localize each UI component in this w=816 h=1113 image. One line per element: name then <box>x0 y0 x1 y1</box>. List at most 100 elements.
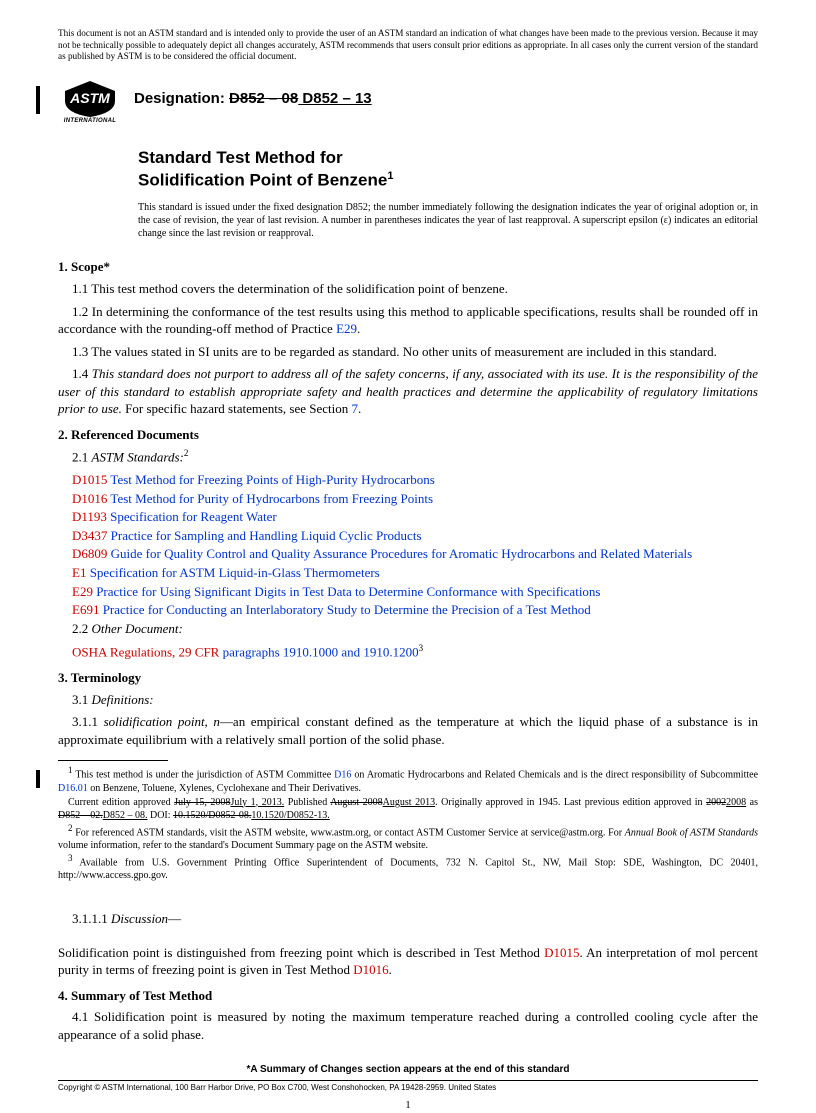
para-1-2: 1.2 In determining the conformance of th… <box>58 303 758 338</box>
other-doc-list: OSHA Regulations, 29 CFR paragraphs 1910… <box>72 642 758 661</box>
ref-d1015-title[interactable]: Test Method for Freezing Points of High-… <box>107 472 434 487</box>
link-d1015b[interactable]: D1015 <box>544 945 579 960</box>
fn2-i: Annual Book of ASTM Standards <box>625 827 758 838</box>
para-2-2-a: 2.2 <box>72 621 92 636</box>
fn1-d: Current edition approved <box>68 797 174 808</box>
ref-e1-title[interactable]: Specification for ASTM Liquid-in-Glass T… <box>86 565 379 580</box>
para-4-1: 4.1 Solidification point is measured by … <box>58 1008 758 1043</box>
fn1-g: as <box>746 797 758 808</box>
ref-e691-code[interactable]: E691 <box>72 602 99 617</box>
para-3-1-1-1-i: Discussion <box>111 911 168 926</box>
ref-d1016-code[interactable]: D1016 <box>72 491 107 506</box>
ref-d6809-code[interactable]: D6809 <box>72 546 107 561</box>
section-4-head: 4. Summary of Test Method <box>58 987 758 1005</box>
title-line2-text: Solidification Point of Benzene <box>138 170 387 189</box>
summary-changes-note: *A Summary of Changes section appears at… <box>58 1063 758 1077</box>
para-1-4-b: For specific hazard statements, see Sect… <box>122 401 352 416</box>
ref-e691-title[interactable]: Practice for Conducting an Interlaborato… <box>99 602 590 617</box>
link-d16-01[interactable]: D16.01 <box>58 783 88 794</box>
para-2-1: 2.1 ASTM Standards:2 <box>58 447 758 466</box>
ref-e1-code[interactable]: E1 <box>72 565 86 580</box>
para-1-4-a: 1.4 <box>72 366 92 381</box>
para-1-2-a: 1.2 In determining the conformance of th… <box>58 304 758 337</box>
para-3-1: 3.1 Definitions: <box>58 691 758 709</box>
section-1-head: 1. Scope* <box>58 258 758 276</box>
para-3-1-1-a: 3.1.1 <box>72 714 104 729</box>
para-1-2-b: . <box>357 321 360 336</box>
title-line1: Standard Test Method for <box>138 147 758 169</box>
svg-text:ASTM: ASTM <box>69 90 110 106</box>
para-2-1-sup: 2 <box>184 448 189 458</box>
para-1-4: 1.4 This standard does not purport to ad… <box>58 365 758 418</box>
footnote-1-cont: Current edition approved July 15, 2008Ju… <box>58 796 758 822</box>
para-2-2-i: Other Document: <box>92 621 183 636</box>
footnote-3: 3 Available from U.S. Government Printin… <box>58 853 758 882</box>
para-3-1-1-i: solidification point, n <box>104 714 220 729</box>
section-2-head: 2. Referenced Documents <box>58 426 758 444</box>
ref-d1015-code[interactable]: D1015 <box>72 472 107 487</box>
astm-logo-icon: ASTM <box>60 79 120 119</box>
footnote-rule <box>58 760 168 761</box>
ref-d1016-title[interactable]: Test Method for Purity of Hydrocarbons f… <box>107 491 433 506</box>
copyright-rule <box>58 1080 758 1081</box>
fn1-s4: D852 – 02. <box>58 810 103 821</box>
logo-international-text: INTERNATIONAL <box>58 117 122 125</box>
footnote-1: 1 This test method is under the jurisdic… <box>58 765 758 794</box>
para-1-3: 1.3 The values stated in SI units are to… <box>58 343 758 361</box>
osha-reg-b[interactable]: paragraphs 1910.1000 and 1910.1200 <box>219 644 418 659</box>
fn1-s3: 2002 <box>706 797 726 808</box>
designation-label: Designation: <box>134 90 229 107</box>
para-3-1-1-1: 3.1.1.1 Discussion— <box>58 910 758 928</box>
fn1-u2: August 2013 <box>383 797 435 808</box>
change-bar-2 <box>36 770 40 788</box>
fn1-a: This test method is under the jurisdicti… <box>73 770 335 781</box>
link-d1016b[interactable]: D1016 <box>353 962 388 977</box>
header-row: ASTM INTERNATIONAL Designation: D852 – 0… <box>58 79 758 125</box>
ref-d1193-code[interactable]: D1193 <box>72 509 107 524</box>
footnote-2: 2 For referenced ASTM standards, visit t… <box>58 823 758 852</box>
para-3-1-a: 3.1 <box>72 692 92 707</box>
fn1-u5: 10.1520/D0852-13. <box>251 810 329 821</box>
ref-d1193-title[interactable]: Specification for Reagent Water <box>107 509 277 524</box>
ref-d3437-title[interactable]: Practice for Sampling and Handling Liqui… <box>107 528 421 543</box>
title-block: Standard Test Method for Solidification … <box>138 147 758 192</box>
change-bar-1 <box>36 86 40 114</box>
link-e29[interactable]: E29 <box>336 321 357 336</box>
page-number: 1 <box>58 1098 758 1113</box>
discussion-para: Solidification point is distinguished fr… <box>58 944 758 979</box>
link-d16[interactable]: D16 <box>334 770 351 781</box>
ref-e29-code[interactable]: E29 <box>72 584 93 599</box>
section-3-head: 3. Terminology <box>58 669 758 687</box>
fn1-u4: D852 – 08. <box>103 810 148 821</box>
designation-new: D852 – 13 <box>298 90 371 107</box>
fn1-c: on Benzene, Toluene, Xylenes, Cyclohexan… <box>88 783 361 794</box>
fn1-s5: 10.1520/D0852-08. <box>173 810 251 821</box>
designation-old: D852 – 08 <box>229 90 298 107</box>
disc-a: Solidification point is distinguished fr… <box>58 945 544 960</box>
para-3-1-i: Definitions: <box>92 692 154 707</box>
ref-e29-title[interactable]: Practice for Using Significant Digits in… <box>93 584 601 599</box>
para-3-1-1-1-b: — <box>168 911 181 926</box>
footnotes-block: 1 This test method is under the jurisdic… <box>58 765 758 882</box>
fn1-b: on Aromatic Hydrocarbons and Related Che… <box>351 770 758 781</box>
astm-logo: ASTM INTERNATIONAL <box>58 79 122 125</box>
para-1-1: 1.1 This test method covers the determin… <box>58 280 758 298</box>
disc-c: . <box>389 962 392 977</box>
fn1-u3: 2008 <box>726 797 746 808</box>
fn1-h: DOI: <box>147 810 173 821</box>
osha-reg-a[interactable]: OSHA Regulations, 29 CFR <box>72 644 219 659</box>
fn2-b: volume information, refer to the standar… <box>58 840 428 851</box>
title-super: 1 <box>387 170 393 182</box>
para-3-1-1: 3.1.1 solidification point, n—an empiric… <box>58 713 758 748</box>
fn2-a: For referenced ASTM standards, visit the… <box>73 827 625 838</box>
ref-d3437-code[interactable]: D3437 <box>72 528 107 543</box>
para-2-2: 2.2 Other Document: <box>58 620 758 638</box>
fn3-text: Available from U.S. Government Printing … <box>58 857 758 881</box>
fn1-s2: August 2008 <box>330 797 382 808</box>
fn1-e: Published <box>284 797 330 808</box>
title-line2: Solidification Point of Benzene1 <box>138 169 758 192</box>
para-2-1-i: ASTM Standards: <box>92 450 184 465</box>
fn1-s1: July 15, 2008 <box>174 797 230 808</box>
ref-d6809-title[interactable]: Guide for Quality Control and Quality As… <box>107 546 692 561</box>
copyright-text: Copyright © ASTM International, 100 Barr… <box>58 1083 758 1094</box>
